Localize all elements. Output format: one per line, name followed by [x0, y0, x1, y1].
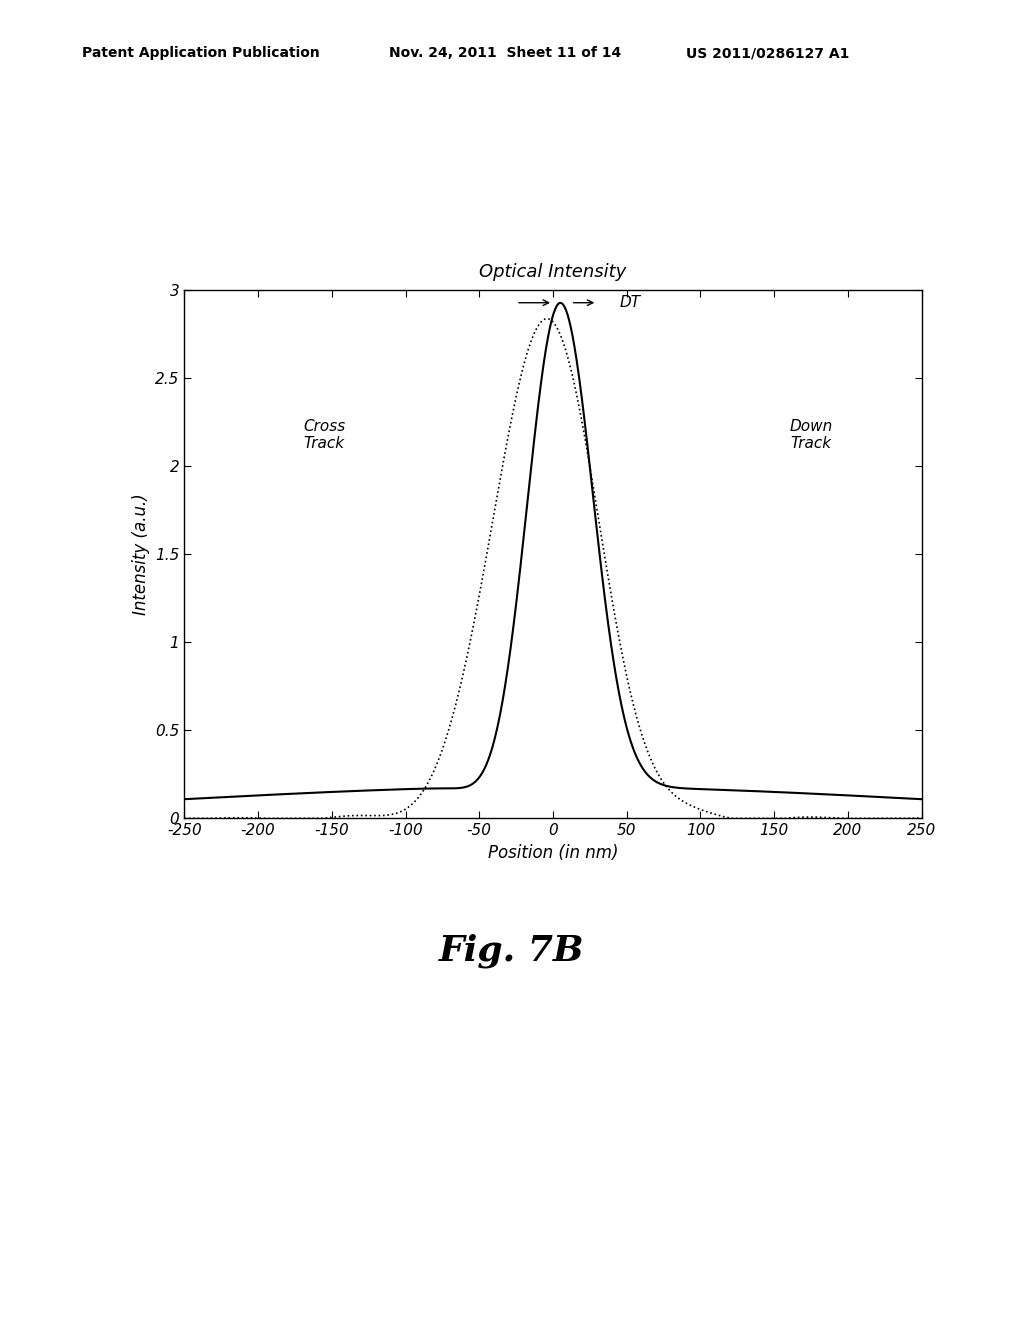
- Text: Down
Track: Down Track: [790, 418, 833, 451]
- X-axis label: Position (in nm): Position (in nm): [487, 843, 618, 862]
- Text: DT: DT: [620, 296, 640, 310]
- Text: Patent Application Publication: Patent Application Publication: [82, 46, 319, 61]
- Text: US 2011/0286127 A1: US 2011/0286127 A1: [686, 46, 850, 61]
- Y-axis label: Intensity (a.u.): Intensity (a.u.): [131, 494, 150, 615]
- Text: Nov. 24, 2011  Sheet 11 of 14: Nov. 24, 2011 Sheet 11 of 14: [389, 46, 622, 61]
- Title: Optical Intensity: Optical Intensity: [479, 263, 627, 281]
- Text: Fig. 7B: Fig. 7B: [439, 933, 585, 968]
- Text: Cross
Track: Cross Track: [303, 418, 345, 451]
